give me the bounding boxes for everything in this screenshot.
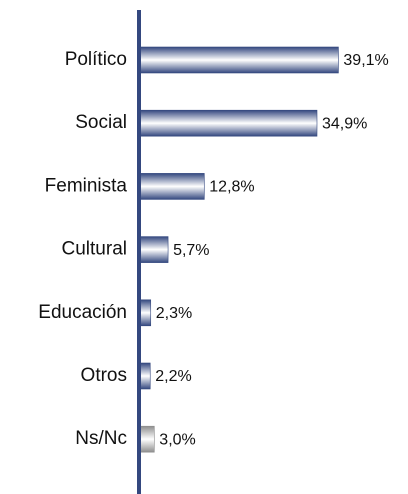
bar xyxy=(138,173,205,200)
category-label: Feminista xyxy=(45,175,128,196)
value-label: 5,7% xyxy=(173,242,209,259)
category-label: Político xyxy=(65,49,127,70)
value-label: 2,3% xyxy=(156,305,192,322)
bar xyxy=(138,236,169,263)
category-label: Cultural xyxy=(62,239,127,260)
category-label: Otros xyxy=(81,365,127,386)
bar xyxy=(138,109,318,137)
category-label: Educación xyxy=(38,302,127,323)
category-label: Ns/Nc xyxy=(75,428,127,449)
value-label: 3,0% xyxy=(159,431,195,448)
value-label: 12,8% xyxy=(209,179,254,196)
category-label: Social xyxy=(75,112,127,133)
value-label: 39,1% xyxy=(343,52,388,69)
value-label: 34,9% xyxy=(322,115,367,132)
bar xyxy=(138,46,339,74)
value-label: 2,2% xyxy=(155,368,191,385)
bar xyxy=(138,425,155,453)
